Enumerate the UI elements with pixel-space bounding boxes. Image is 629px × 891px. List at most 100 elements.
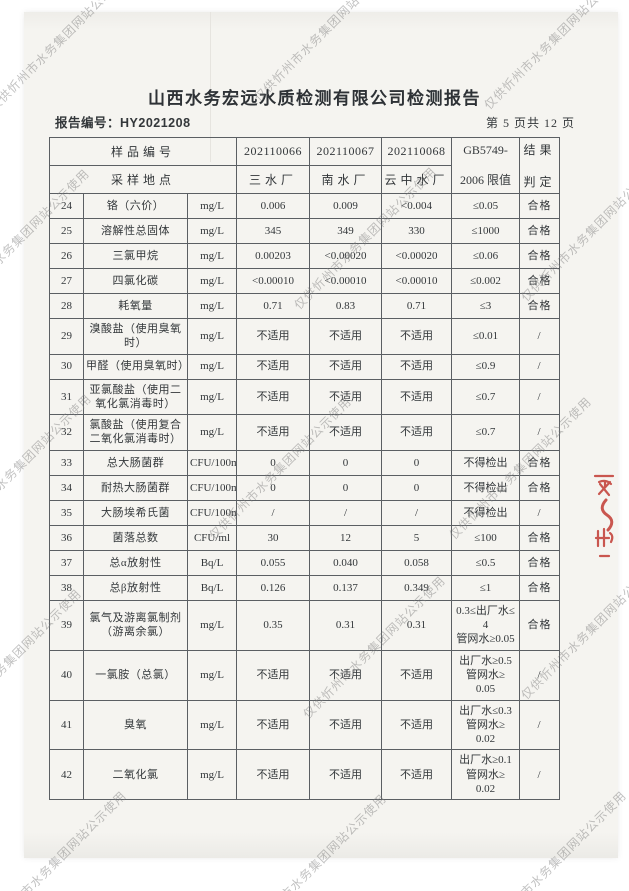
table-row: 30 甲醛（使用臭氧时） mg/L 不适用 不适用 不适用 ≤0.9/ <box>49 353 561 380</box>
value-cell-1: 0 <box>236 449 311 476</box>
row-number-cell: 42 <box>49 749 84 801</box>
value-cell-2: 0 <box>309 449 383 476</box>
value-cell-3: 不适用 <box>381 649 453 701</box>
unit-cell: mg/L <box>186 193 238 219</box>
table-header-row-2: 采样地点 三水厂 南水厂 云中水厂 <box>48 165 560 194</box>
value-cell-2: / <box>309 499 383 526</box>
unit-cell: mg/L <box>186 268 238 294</box>
value-cell-2: 不适用 <box>309 414 383 451</box>
parameter-name-cell: 总β放射性 <box>83 574 188 601</box>
limit-header-line2: 2006 限值 <box>460 173 512 187</box>
table-row: 38 总β放射性 Bq/L 0.126 0.137 0.349 ≤1 合格 <box>49 574 561 601</box>
value-cell-1: 0.71 <box>236 293 311 319</box>
value-cell-3: 330 <box>381 218 453 244</box>
result-cell: / <box>519 318 561 355</box>
sampling-location-label: 采样地点 <box>48 165 238 194</box>
row-number-cell: 24 <box>49 193 84 219</box>
result-cell: 合格 <box>519 474 561 501</box>
parameter-name-cell: 耐热大肠菌群 <box>83 474 188 501</box>
limit-cell: ≤3 <box>451 293 521 319</box>
result-cell: / <box>519 414 561 451</box>
value-cell-3: 0.058 <box>381 549 453 576</box>
value-cell-3: 不适用 <box>381 699 453 751</box>
value-cell-3: 5 <box>381 524 453 551</box>
result-cell: / <box>519 699 561 751</box>
unit-cell: mg/L <box>186 749 238 801</box>
row-number-cell: 35 <box>49 499 84 526</box>
value-cell-2: 0.137 <box>309 574 383 601</box>
result-header-line2: 判定 <box>523 175 556 189</box>
value-cell-1: 不适用 <box>236 749 311 801</box>
result-cell: 合格 <box>519 574 561 601</box>
unit-cell: mg/L <box>186 318 238 355</box>
value-cell-1: 0 <box>236 474 311 501</box>
unit-cell: mg/L <box>186 218 238 244</box>
value-cell-3: 0 <box>381 474 453 501</box>
result-cell: 合格 <box>519 293 561 319</box>
unit-cell: CFU/100ml <box>186 499 238 526</box>
unit-cell: mg/L <box>186 649 238 701</box>
table-header-row-1: 样品编号 202110066 202110067 202110068 GB574… <box>48 137 561 194</box>
parameter-name-cell: 铬（六价） <box>83 193 188 219</box>
value-cell-2: 不适用 <box>309 378 383 416</box>
unit-cell: mg/L <box>186 699 238 751</box>
sample-id-3: 202110068 <box>381 137 453 166</box>
unit-cell: Bq/L <box>186 549 238 576</box>
unit-cell: mg/L <box>186 599 238 651</box>
limit-cell: ≤0.5 <box>451 549 521 576</box>
value-cell-1: <0.00010 <box>236 268 311 294</box>
parameter-name-cell: 总α放射性 <box>83 549 188 576</box>
parameter-name-cell: 耗氧量 <box>83 293 188 319</box>
row-number-cell: 26 <box>49 243 84 269</box>
row-number-cell: 36 <box>49 524 84 551</box>
value-cell-3: <0.004 <box>381 193 453 219</box>
value-cell-1: 0.35 <box>236 599 311 651</box>
limit-cell: 出厂水≤0.3 管网水≥ 0.02 <box>451 699 521 751</box>
parameter-name-cell: 亚氯酸盐（使用二氧化氯消毒时） <box>83 378 188 416</box>
result-header-line1: 结果 <box>523 143 556 157</box>
value-cell-1: 不适用 <box>236 353 311 380</box>
row-number-cell: 25 <box>49 218 84 244</box>
limit-cell: 不得检出 <box>451 474 521 501</box>
result-cell: 合格 <box>519 449 561 476</box>
value-cell-2: <0.00010 <box>309 268 383 294</box>
value-cell-3: 不适用 <box>381 353 453 380</box>
limit-cell: ≤100 <box>451 524 521 551</box>
unit-cell: mg/L <box>186 414 238 451</box>
value-cell-2: 不适用 <box>309 749 383 801</box>
limit-cell: ≤0.06 <box>451 243 521 269</box>
limit-cell: ≤0.7 <box>451 378 521 416</box>
value-cell-3: 不适用 <box>381 318 453 355</box>
value-cell-1: 不适用 <box>236 414 311 451</box>
value-cell-2: <0.00020 <box>309 243 383 269</box>
limit-header-line1: GB5749- <box>463 143 508 157</box>
value-cell-2: 0.31 <box>309 599 383 651</box>
table-row: 32 氯酸盐（使用复合二氧化氯消毒时） mg/L 不适用 不适用 不适用 ≤0.7/ <box>49 414 561 451</box>
location-2: 南水厂 <box>309 165 383 194</box>
value-cell-2: 12 <box>309 524 383 551</box>
value-cell-3: 0.31 <box>381 599 453 651</box>
unit-cell: mg/L <box>186 378 238 416</box>
row-number-cell: 27 <box>49 268 84 294</box>
value-cell-3: <0.00020 <box>381 243 453 269</box>
unit-cell: mg/L <box>186 353 238 380</box>
result-cell: 合格 <box>519 599 561 651</box>
value-cell-2: 349 <box>309 218 383 244</box>
red-ink-stamp <box>593 474 615 558</box>
limit-cell: ≤0.9 <box>451 353 521 380</box>
limit-column-header: GB5749- 2006 限值 <box>451 137 521 194</box>
unit-cell: mg/L <box>186 293 238 319</box>
parameter-name-cell: 四氯化碳 <box>83 268 188 294</box>
row-number-cell: 30 <box>49 353 84 380</box>
parameter-name-cell: 二氧化氯 <box>83 749 188 801</box>
limit-cell: ≤1000 <box>451 218 521 244</box>
limit-cell: 不得检出 <box>451 499 521 526</box>
value-cell-1: 345 <box>236 218 311 244</box>
value-cell-1: 0.126 <box>236 574 311 601</box>
result-cell: / <box>519 749 561 801</box>
result-cell: 合格 <box>519 524 561 551</box>
